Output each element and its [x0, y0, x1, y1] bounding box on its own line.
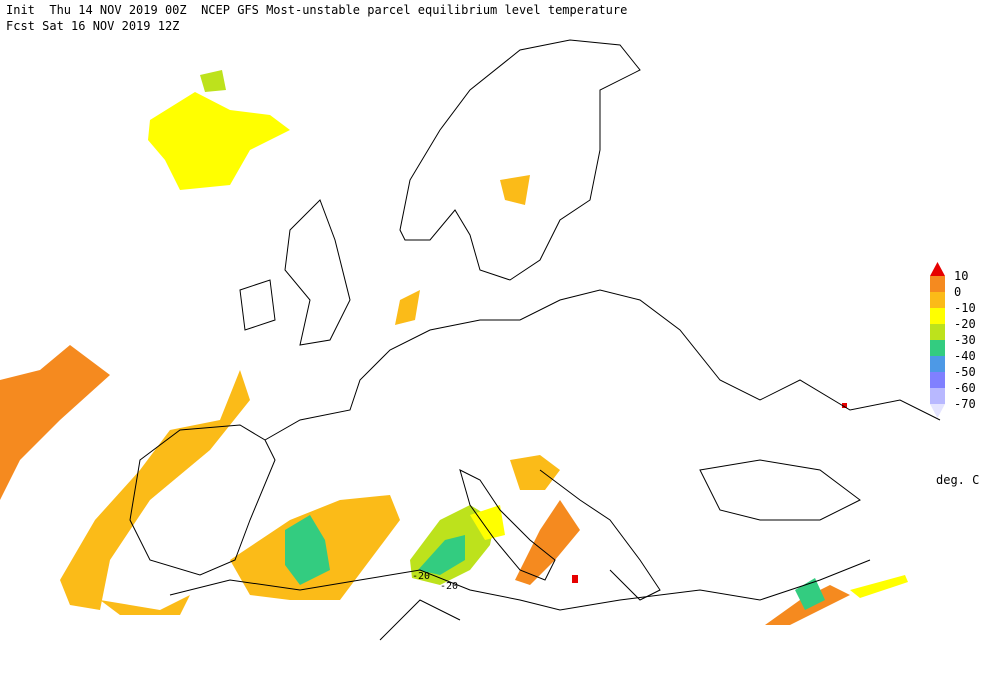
gold-area — [60, 370, 250, 610]
legend-swatch — [930, 340, 945, 356]
legend-triangle — [930, 262, 945, 276]
coastline — [169, 559, 871, 611]
coastline — [699, 459, 861, 521]
contour-label: -20 — [412, 571, 430, 582]
legend-swatch — [930, 308, 945, 324]
coastline — [459, 469, 556, 581]
coastline — [129, 424, 276, 576]
red-spot — [572, 575, 578, 583]
contour-label: -20 — [440, 581, 458, 592]
legend-swatch — [930, 292, 945, 308]
legend-label: -40 — [954, 349, 976, 363]
orange-area — [515, 500, 580, 585]
legend: 10 0 -10 -20 -30 -40 -50 -60 -70 — [930, 262, 976, 418]
coastline — [239, 279, 276, 331]
green-area — [285, 515, 330, 585]
legend-label: 10 — [954, 269, 968, 283]
green-area — [418, 535, 465, 575]
coastline — [399, 39, 641, 281]
gold-area — [395, 290, 420, 325]
legend-label: -20 — [954, 317, 976, 331]
green-area — [200, 70, 226, 92]
coastline — [264, 289, 941, 441]
header-line2: Fcst Sat 16 NOV 2019 12Z — [6, 19, 179, 33]
yellow-area — [470, 505, 505, 540]
legend-unit: deg. C — [936, 473, 979, 487]
red-spot — [842, 403, 847, 408]
legend-label: 0 — [954, 285, 961, 299]
coastline — [539, 469, 661, 601]
gold-area — [510, 455, 560, 490]
legend-swatch — [930, 388, 945, 404]
legend-label: -50 — [954, 365, 976, 379]
gold-area — [500, 175, 530, 205]
legend-label: -10 — [954, 301, 976, 315]
legend-label: -30 — [954, 333, 976, 347]
legend-swatch — [930, 324, 945, 340]
legend-label: -60 — [954, 381, 976, 395]
orange-area — [0, 345, 110, 500]
gold-area — [100, 595, 190, 615]
legend-swatch — [930, 276, 945, 292]
shaded-areas — [0, 70, 908, 625]
coastlines — [129, 39, 941, 641]
legend-swatch — [930, 372, 945, 388]
legend-triangle — [930, 404, 945, 418]
legend-label: -70 — [954, 397, 976, 411]
coastline — [379, 599, 461, 641]
coastline — [284, 199, 351, 346]
header-line1: Init Thu 14 NOV 2019 00Z NCEP GFS Most-u… — [6, 3, 627, 17]
yellow-area — [850, 575, 908, 598]
legend-swatch — [930, 356, 945, 372]
yellow-area — [148, 92, 290, 190]
